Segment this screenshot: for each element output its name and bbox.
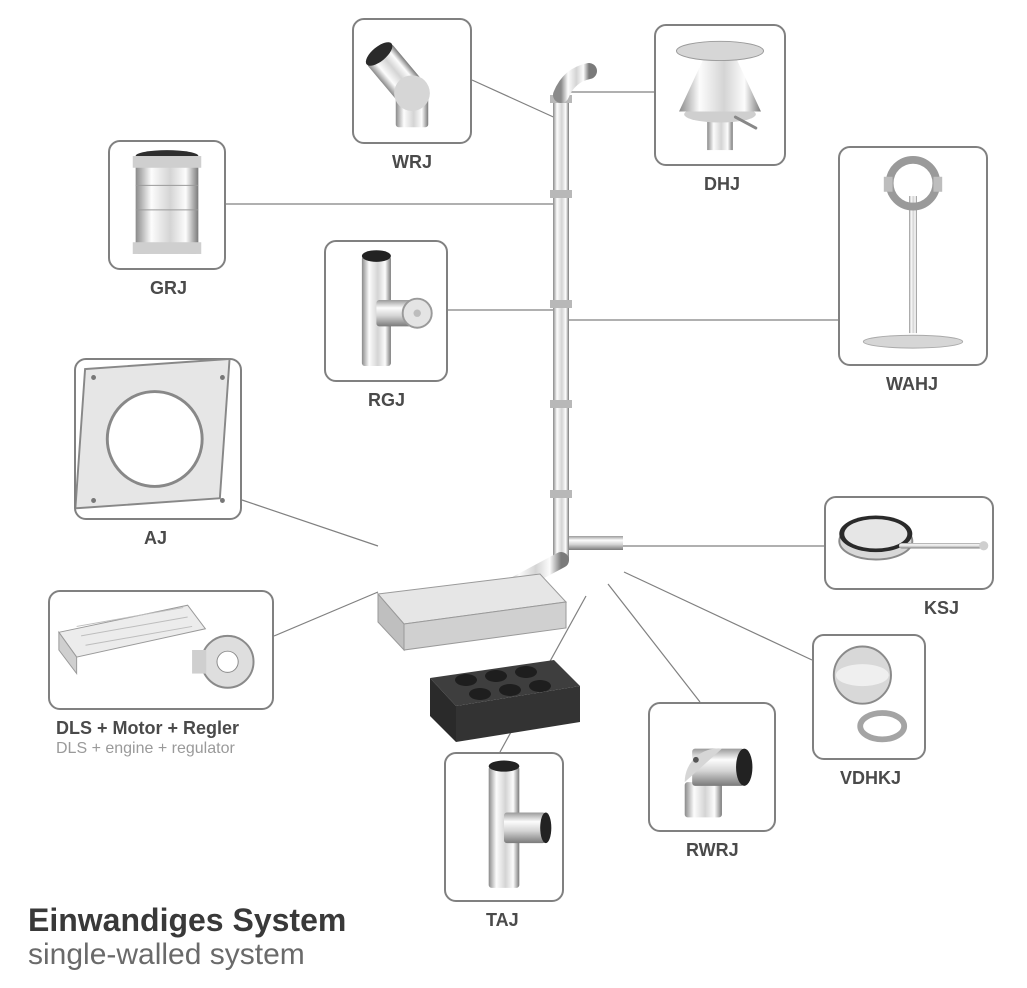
- part-sublabel-dls: DLS + engine + regulator: [56, 740, 235, 758]
- part-rgj: [324, 240, 448, 382]
- part-wahj: [838, 146, 988, 366]
- part-label-ksj: KSJ: [924, 598, 959, 619]
- part-wrj: [352, 18, 472, 144]
- central-cooker: [430, 660, 580, 742]
- part-label-taj: TAJ: [486, 910, 519, 931]
- central-pipe: [430, 71, 623, 600]
- title-main: Einwandiges System: [28, 902, 346, 939]
- part-grj: [108, 140, 226, 270]
- part-aj: [74, 358, 242, 520]
- part-label-aj: AJ: [144, 528, 167, 549]
- part-label-rgj: RGJ: [368, 390, 405, 411]
- central-hood: [378, 574, 566, 650]
- diagram-canvas: WRJ: [0, 0, 1027, 988]
- part-label-grj: GRJ: [150, 278, 187, 299]
- part-label-wahj: WAHJ: [886, 374, 938, 395]
- part-label-dls: DLS + Motor + Regler: [56, 718, 239, 739]
- part-dls: [48, 590, 274, 710]
- part-rwrj: [648, 702, 776, 832]
- part-ksj: [824, 496, 994, 590]
- part-dhj: [654, 24, 786, 166]
- part-label-dhj: DHJ: [704, 174, 740, 195]
- part-label-rwrj: RWRJ: [686, 840, 739, 861]
- part-label-vdhkj: VDHKJ: [840, 768, 901, 789]
- part-label-wrj: WRJ: [392, 152, 432, 173]
- title-sub: single-walled system: [28, 938, 305, 972]
- part-vdhkj: [812, 634, 926, 760]
- part-taj: [444, 752, 564, 902]
